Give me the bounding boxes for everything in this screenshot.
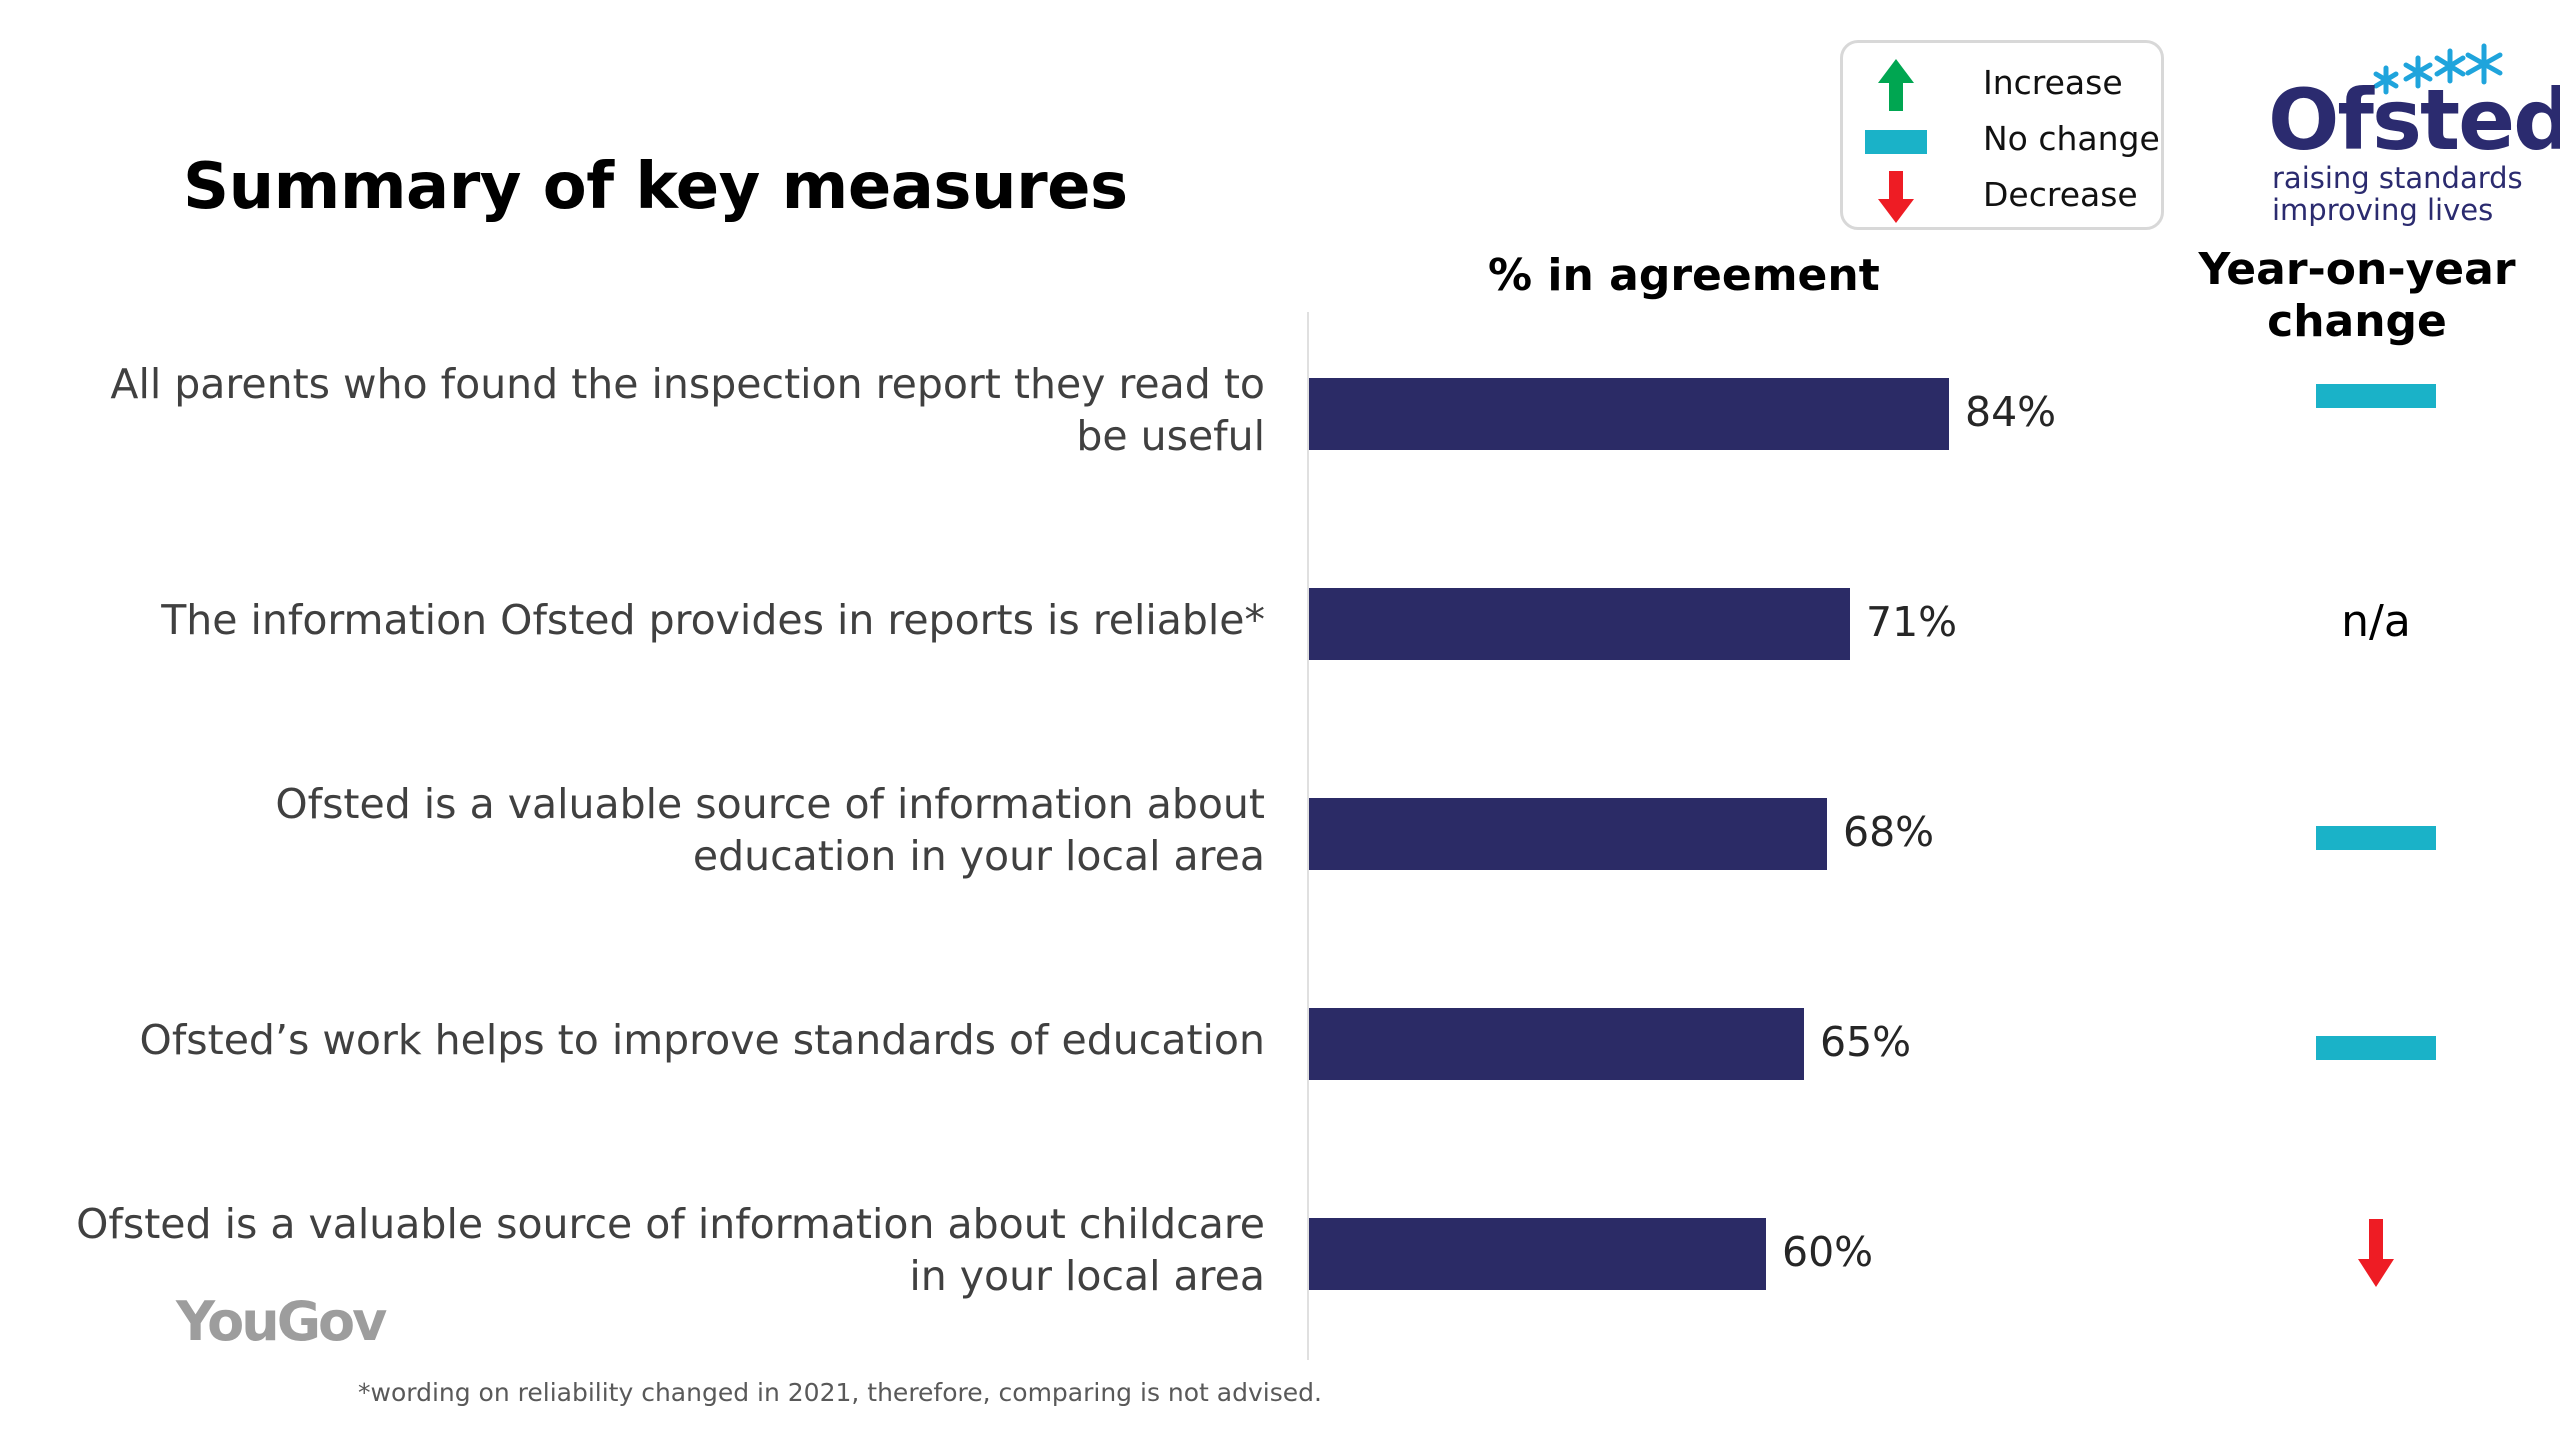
no-change-dash-icon: [2316, 826, 2436, 850]
category-label: All parents who found the inspection rep…: [110, 360, 1265, 460]
no-change-dash-icon: [2316, 384, 2436, 408]
bar-value-label: 65%: [1820, 1018, 1912, 1066]
legend-item-increase: Increase: [1843, 57, 2161, 113]
page-title: Summary of key measures: [183, 150, 1128, 224]
ofsted-tagline-2: improving lives: [2272, 193, 2494, 227]
bar-value-label: 60%: [1782, 1228, 1874, 1276]
yoy-column-header: Year-on-year change: [2198, 244, 2516, 347]
category-label: Ofsted’s work helps to improve standards…: [139, 1016, 1265, 1064]
down-arrow-icon: [1878, 171, 1914, 223]
ofsted-tagline-1: raising standards: [2272, 161, 2523, 195]
bar-value-label: 68%: [1843, 808, 1935, 856]
bar: [1309, 1218, 1766, 1290]
footnote: *wording on reliability changed in 2021,…: [358, 1378, 1322, 1407]
legend-label-increase: Increase: [1983, 63, 2123, 102]
legend-label-no-change: No change: [1983, 119, 2160, 158]
legend-item-decrease: Decrease: [1843, 169, 2161, 225]
no-change-dash-icon: [2316, 1036, 2436, 1060]
yougov-logo: YouGov: [176, 1290, 387, 1353]
bar: [1309, 1008, 1804, 1080]
legend-item-no-change: No change: [1843, 113, 2161, 169]
bar-value-label: 84%: [1965, 388, 2057, 436]
legend: Increase No change Decrease: [1840, 40, 2164, 230]
legend-label-decrease: Decrease: [1983, 175, 2138, 214]
category-label: Ofsted is a valuable source of informati…: [275, 780, 1265, 880]
category-label: Ofsted is a valuable source of informati…: [76, 1200, 1265, 1300]
bar: [1309, 378, 1949, 450]
agreement-column-header: % in agreement: [1488, 250, 1880, 301]
chart-axis-line: [1307, 312, 1309, 1360]
up-arrow-icon: [1878, 59, 1914, 111]
bar: [1309, 588, 1850, 660]
dash-icon: [1865, 130, 1927, 154]
bar: [1309, 798, 1827, 870]
category-label: The information Ofsted provides in repor…: [161, 596, 1265, 644]
decrease-arrow-icon: [2358, 1219, 2394, 1287]
yoy-na-label: n/a: [2341, 596, 2411, 647]
bar-value-label: 71%: [1866, 598, 1958, 646]
ofsted-logo-word: Ofsted: [2268, 71, 2560, 169]
